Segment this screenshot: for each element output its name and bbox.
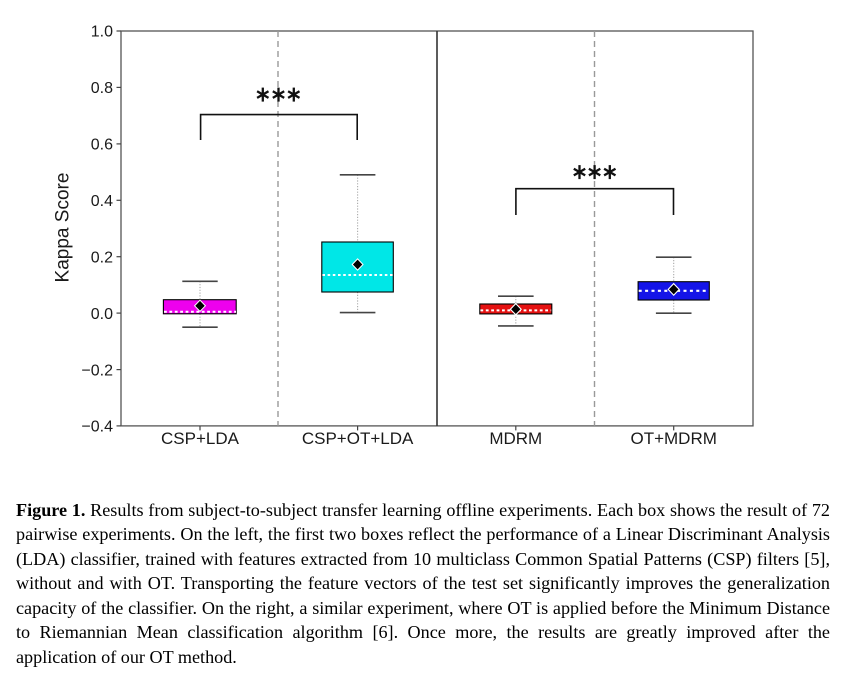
svg-text:CSP+OT+LDA: CSP+OT+LDA	[302, 429, 414, 448]
svg-text:0.0: 0.0	[91, 306, 113, 323]
svg-text:MDRM: MDRM	[489, 429, 542, 448]
svg-text:0.4: 0.4	[91, 193, 113, 210]
svg-text:OT+MDRM: OT+MDRM	[630, 429, 716, 448]
svg-text:−0.2: −0.2	[81, 362, 113, 379]
svg-text:Kappa Score: Kappa Score	[53, 173, 74, 283]
svg-text:1.0: 1.0	[91, 24, 113, 41]
svg-text:0.6: 0.6	[91, 137, 113, 154]
svg-text:0.2: 0.2	[91, 249, 113, 266]
svg-text:CSP+LDA: CSP+LDA	[161, 429, 240, 448]
svg-text:−0.4: −0.4	[81, 419, 113, 436]
svg-text:0.8: 0.8	[91, 80, 113, 97]
